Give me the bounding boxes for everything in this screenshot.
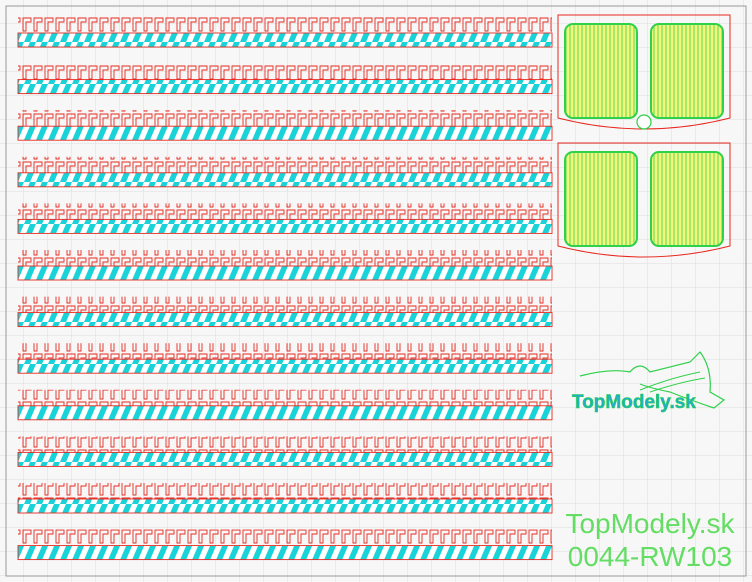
hook-row <box>18 343 552 360</box>
stripe-band <box>17 545 553 561</box>
logo-swoosh <box>639 371 706 393</box>
stripe-band <box>17 218 553 234</box>
stripe-band <box>17 172 553 188</box>
hole <box>636 114 652 130</box>
hook-row <box>18 483 552 499</box>
hook-row <box>18 110 552 127</box>
grill <box>650 23 724 119</box>
strip-group <box>17 17 553 561</box>
hook-row <box>18 296 552 313</box>
grill <box>564 23 638 119</box>
hook-row <box>18 17 552 33</box>
stripe-band <box>17 405 553 421</box>
hook-row <box>18 203 552 220</box>
hook-row <box>18 156 552 173</box>
stripe-band <box>17 498 553 514</box>
hook-row <box>18 436 552 453</box>
stripe-band <box>17 32 553 48</box>
hook-row <box>18 63 552 80</box>
code-text: 0044-RW103 <box>568 541 732 572</box>
hook-row <box>18 529 552 546</box>
brand-text: TopModely.sk <box>565 508 735 539</box>
stripe-band <box>17 312 553 328</box>
grill <box>650 151 724 247</box>
logo: TopModely.sk <box>572 351 726 413</box>
stripe-band <box>17 125 553 141</box>
panel-outline <box>557 14 731 130</box>
panel-bottom <box>557 142 731 258</box>
stripe-band <box>17 265 553 281</box>
sheet-border <box>5 5 747 577</box>
stripe-band <box>17 79 553 95</box>
stripe-band <box>17 358 553 374</box>
stripe-band <box>17 451 553 467</box>
panel-top <box>557 14 731 130</box>
hook-row <box>18 389 552 406</box>
logo-plane <box>579 351 726 409</box>
hook-row <box>18 250 552 266</box>
logo-text: TopModely.sk <box>572 392 696 413</box>
panel-outline <box>557 142 731 258</box>
grill <box>564 151 638 247</box>
